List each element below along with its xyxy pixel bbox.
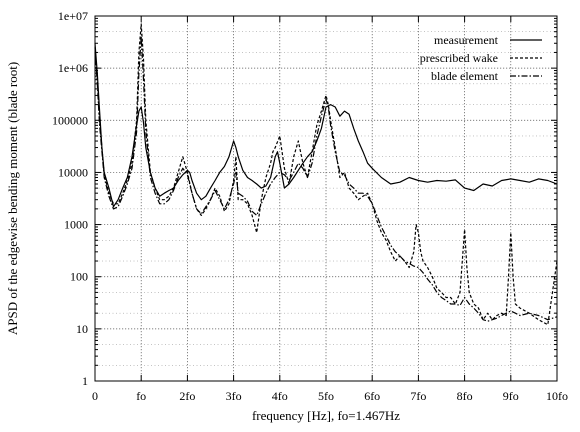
y-tick-label: 100 [70, 270, 88, 284]
x-tick-label: 10fo [546, 389, 568, 403]
legend-label: prescribed wake [420, 51, 498, 65]
x-axis-label: frequency [Hz], fo=1.467Hz [252, 408, 400, 423]
y-axis-label: APSD of the edgewise bending moment (bla… [5, 62, 20, 335]
y-tick-label: 1 [82, 374, 88, 388]
x-tick-label: 3fo [226, 389, 242, 403]
x-tick-labels: 0 fo 2fo 3fo 4fo 5fo 6fo 7fo 8fo 9fo 10fo [92, 389, 568, 403]
grid [95, 16, 557, 381]
legend-label: measurement [434, 33, 499, 47]
x-tick-label: 5fo [318, 389, 334, 403]
x-tick-label: 7fo [410, 389, 426, 403]
y-tick-label: 10 [76, 322, 88, 336]
x-tick-label: 2fo [179, 389, 195, 403]
x-tick-label: 9fo [503, 389, 519, 403]
legend-label: blade element [431, 69, 499, 83]
y-tick-label: 1e+06 [58, 61, 88, 75]
y-tick-label: 1000 [64, 218, 88, 232]
series-layer [94, 23, 558, 326]
x-tick-label: 4fo [272, 389, 288, 403]
series-line-2 [94, 23, 558, 326]
x-tick-label: fo [136, 389, 146, 403]
x-tick-label: 6fo [364, 389, 380, 403]
series-line-3 [94, 36, 558, 322]
legend: measurement prescribed wake blade element [420, 33, 542, 83]
tick-marks [94, 16, 558, 382]
x-tick-label: 0 [92, 389, 98, 403]
y-tick-labels: 1 10 100 1000 10000 100000 1e+06 1e+07 [52, 9, 88, 388]
series-line-1 [94, 43, 558, 208]
y-tick-label: 100000 [52, 113, 88, 127]
y-tick-label: 10000 [58, 165, 88, 179]
y-tick-label: 1e+07 [58, 9, 88, 23]
x-tick-label: 8fo [457, 389, 473, 403]
